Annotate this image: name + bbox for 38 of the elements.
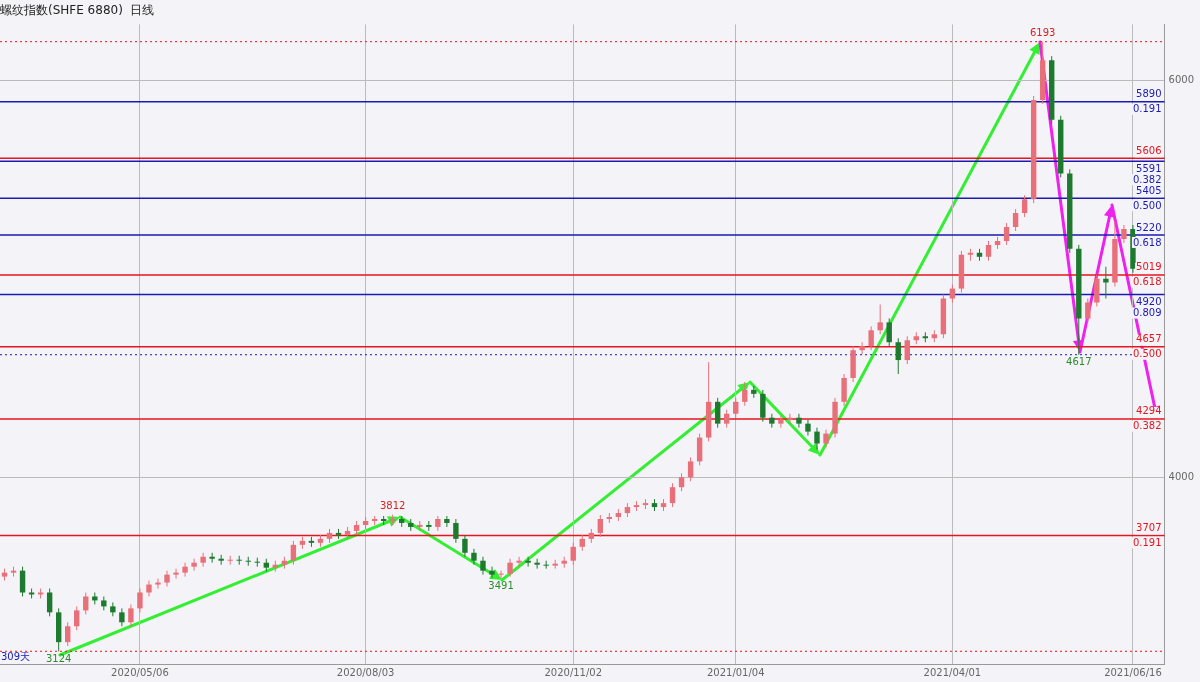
candlestick [751,385,757,399]
x-tick-label: 2020/05/06 [111,666,169,678]
ref-line-label: 5606 [1136,144,1162,156]
candlestick [543,560,549,570]
ref-line-label: 3707 0.191 [1132,522,1162,549]
ref-line-label: 5890 0.191 [1132,88,1162,115]
ref-line-label: 5405 0.500 [1132,184,1162,211]
x-tick-label: 2020/08/03 [336,666,395,678]
chart-title: 螺纹指数(SHFE 6880) 日线 [0,3,155,18]
candlestick [1085,298,1091,323]
x-tick-label: 2020/11/02 [544,666,603,678]
candlestick [877,303,883,335]
ref-line-label: 4294 0.382 [1132,405,1162,432]
candlestick [426,520,432,532]
candlestick [110,601,116,617]
ref-line-label: 5220 0.618 [1132,221,1162,248]
ref-line-label: 5019 0.618 [1132,261,1162,288]
annotation: 4617 [1066,356,1092,368]
y-tick-label: 4000 [1168,470,1194,482]
x-tick-label: 2021/04/01 [923,666,982,678]
x-tick-label: 2021/06/16 [1104,666,1162,678]
y-tick-label: 6000 [1168,73,1194,85]
x-tick-label: 2021/01/04 [706,666,765,678]
annotation: 3124 [45,652,72,664]
candlestick [552,559,558,570]
ref-line-label: 4920 0.809 [1132,296,1162,319]
candlestick [227,555,233,566]
annotation: 309天 [1,650,31,662]
candlestick [868,325,874,351]
ref-line-label: 4657 0.500 [1132,333,1162,360]
annotation: 3491 [488,579,514,591]
annotation: 3812 [379,500,406,512]
ref-line-label: 5591 0.382 [1132,162,1162,185]
candlestick [218,554,224,566]
annotation: 6193 [1029,27,1056,39]
candlestick [435,515,441,532]
candlestick [101,595,107,611]
candlestick [760,389,766,423]
